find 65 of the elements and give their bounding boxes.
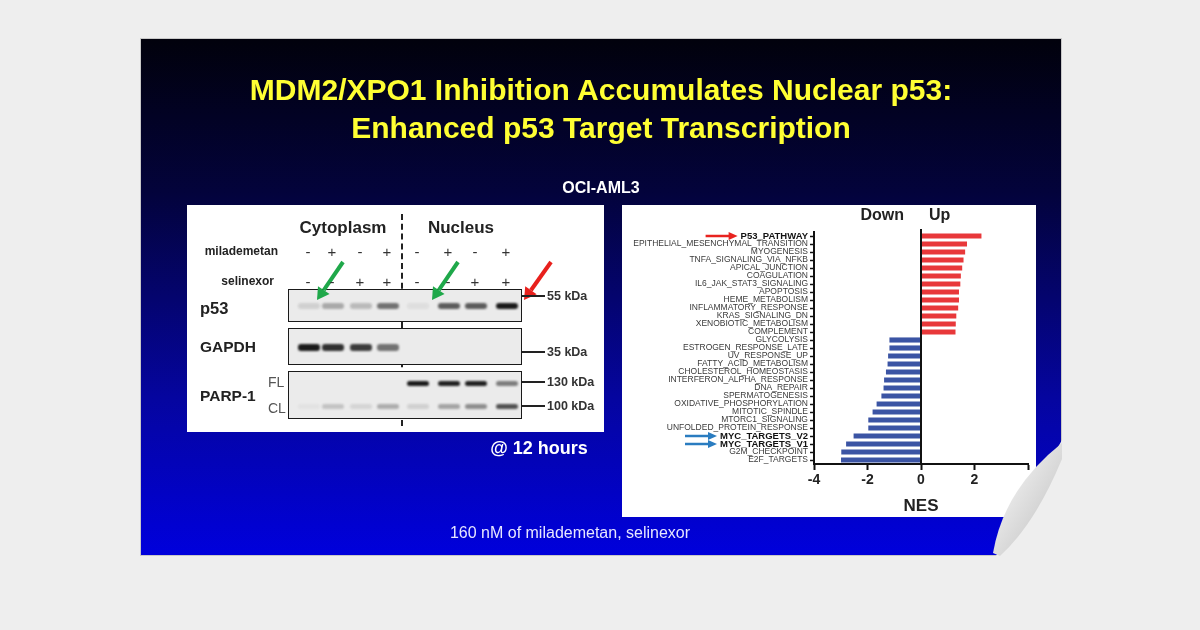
y-tick-label: INTERFERON_ALPHA_RESPONSE: [668, 374, 809, 385]
text: 55 kDa: [547, 288, 588, 303]
y-tick-label: GLYCOLYSIS: [755, 334, 809, 345]
text: Up: [929, 206, 951, 224]
y-tick-label: E2F_TARGETS: [748, 454, 809, 465]
y-tick-label: MYOGENESIS: [750, 246, 809, 257]
text: +: [355, 272, 365, 290]
text: 35 kDa: [547, 344, 588, 359]
y-tick-label: APICAL_JUNCTION: [730, 262, 808, 273]
y-tick-label: HEME_METABOLISM: [723, 294, 808, 305]
text: -: [357, 242, 363, 260]
text: MDM2/XPO1 Inhibition Accumulates Nuclear p53: Enhanced p53 Target Transcription: [248, 72, 954, 146]
text: 130 kDa: [547, 374, 595, 389]
text: PARP-1: [200, 387, 256, 405]
y-tick-label: SPERMATOGENESIS: [723, 390, 809, 401]
text: 100 kDa: [547, 398, 595, 413]
text: +: [382, 272, 392, 290]
text: FL: [268, 374, 285, 390]
x-tick-label: 2: [970, 471, 979, 488]
text: p53: [200, 298, 229, 317]
text: -: [445, 272, 451, 290]
y-tick-label: UV_RESPONSE_UP: [727, 350, 809, 361]
text: -: [414, 272, 420, 290]
y-tick-label: EPITHELIAL_MESENCHYMAL_TRANSITION: [633, 238, 808, 249]
y-tick-label: P53_PATHWAY: [740, 229, 809, 241]
y-tick-label: OXIDATIVE_PHOSPHORYLATION: [674, 398, 808, 409]
y-tick-label: COMPLEMENT: [748, 326, 808, 337]
y-tick-label: MTORC1_SIGNALING: [721, 414, 808, 425]
text: +: [470, 272, 480, 290]
text: Down: [860, 206, 904, 224]
x-tick-label: 0: [917, 471, 926, 488]
text: -: [472, 242, 478, 260]
y-tick-label: XENOBIOTIC_METABOLISM: [695, 318, 808, 329]
y-tick-label: INFLAMMATORY_RESPONSE: [689, 302, 809, 313]
y-tick-label: COAGULATION: [746, 270, 808, 281]
x-tick-label: -2: [861, 471, 874, 488]
text: CL: [268, 400, 286, 416]
y-tick-label: IL6_JAK_STAT3_SIGNALING: [694, 278, 808, 289]
text: +: [501, 242, 511, 260]
text: +: [443, 242, 453, 260]
text: GAPDH: [200, 338, 256, 356]
y-tick-label: TNFA_SIGNALING_VIA_NFKB: [689, 254, 809, 265]
y-tick-label: DNA_REPAIR: [754, 382, 808, 393]
text: OCI-AML3: [562, 179, 640, 196]
text: -: [305, 242, 311, 260]
text: Nucleus: [427, 217, 495, 237]
text: 160 nM of milademetan, selinexor: [449, 524, 691, 541]
text: -: [414, 242, 420, 260]
y-tick-label: CHOLESTEROL_HOMEOSTASIS: [678, 366, 809, 377]
x-tick-label: -4: [807, 471, 821, 488]
text: milademetan: [204, 244, 278, 258]
x-axis-title: NES: [903, 496, 939, 516]
y-tick-label: ESTROGEN_RESPONSE_LATE: [682, 342, 809, 353]
text: selinexor: [221, 274, 274, 288]
text: Cytoplasm: [299, 217, 387, 237]
y-tick-label: FATTY_ACID_METABOLISM: [697, 358, 808, 369]
y-tick-label: MITOTIC_SPINDLE: [732, 406, 809, 417]
text: +: [501, 272, 511, 290]
text: -: [329, 272, 335, 290]
y-tick-label: APOPTOSIS: [759, 286, 809, 297]
text: @ 12 hours: [490, 438, 588, 458]
y-tick-label: KRAS_SIGNALING_DN: [716, 310, 808, 321]
text: +: [327, 242, 337, 260]
text: -: [305, 272, 311, 290]
text: +: [382, 242, 392, 260]
